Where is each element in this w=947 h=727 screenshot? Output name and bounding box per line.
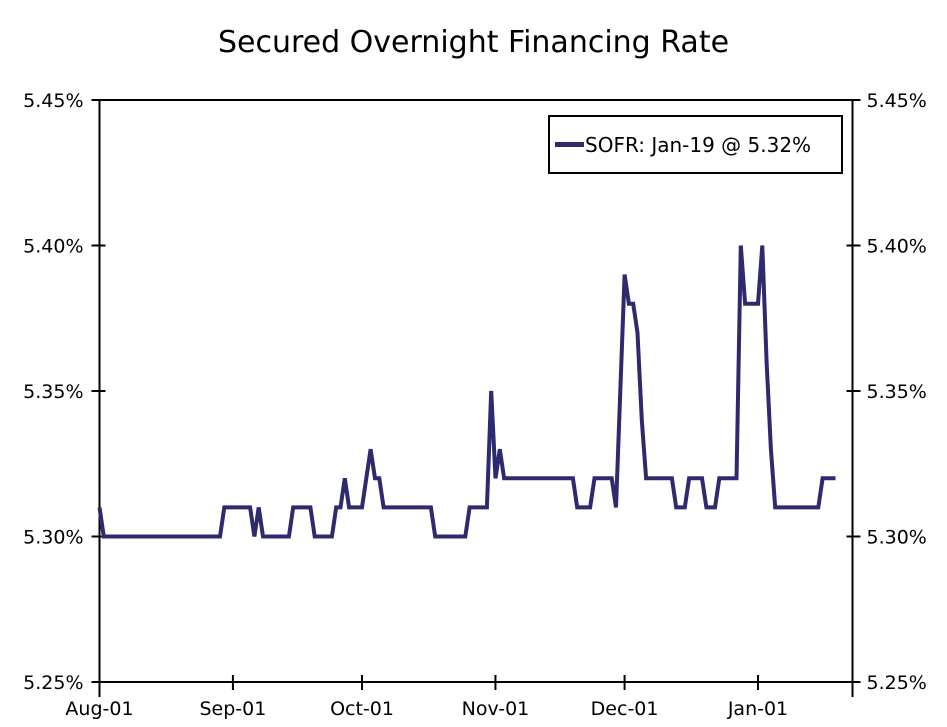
- x-axis-label: Dec-01: [591, 698, 659, 720]
- y-axis-label-right: 5.25%: [867, 672, 927, 694]
- y-axis-label-left: 5.35%: [23, 381, 83, 403]
- legend-label: SOFR: Jan-19 @ 5.32%: [585, 132, 812, 157]
- y-axis-label-left: 5.40%: [23, 236, 83, 258]
- y-axis-label-left: 5.25%: [23, 672, 83, 694]
- x-axis-label: Sep-01: [199, 698, 266, 720]
- x-axis-label: Oct-01: [330, 698, 394, 720]
- x-axis-label: Jan-01: [727, 698, 788, 720]
- y-axis-label-right: 5.35%: [867, 381, 927, 403]
- axis-ticks: [91, 99, 861, 690]
- y-axis-labels-left: 5.45% 5.40% 5.35% 5.30% 5.25%: [23, 90, 83, 694]
- legend-line-sample-icon: [555, 142, 584, 147]
- y-axis-label-right: 5.30%: [867, 527, 927, 549]
- x-axis-label: Nov-01: [462, 698, 530, 720]
- sofr-series-line: [97, 245, 836, 539]
- y-axis-label-left: 5.30%: [23, 527, 83, 549]
- legend-box: SOFR: Jan-19 @ 5.32%: [548, 115, 843, 174]
- y-axis-label-right: 5.45%: [867, 90, 927, 112]
- x-axis-label: Aug-01: [65, 698, 133, 720]
- y-axis-label-left: 5.45%: [23, 90, 83, 112]
- x-axis-labels: Aug-01 Sep-01 Oct-01 Nov-01 Dec-01 Jan-01: [65, 698, 788, 720]
- y-axis-labels-right: 5.45% 5.40% 5.35% 5.30% 5.25%: [867, 90, 927, 694]
- y-axis-label-right: 5.40%: [867, 236, 927, 258]
- chart-title: Secured Overnight Financing Rate: [217, 25, 730, 60]
